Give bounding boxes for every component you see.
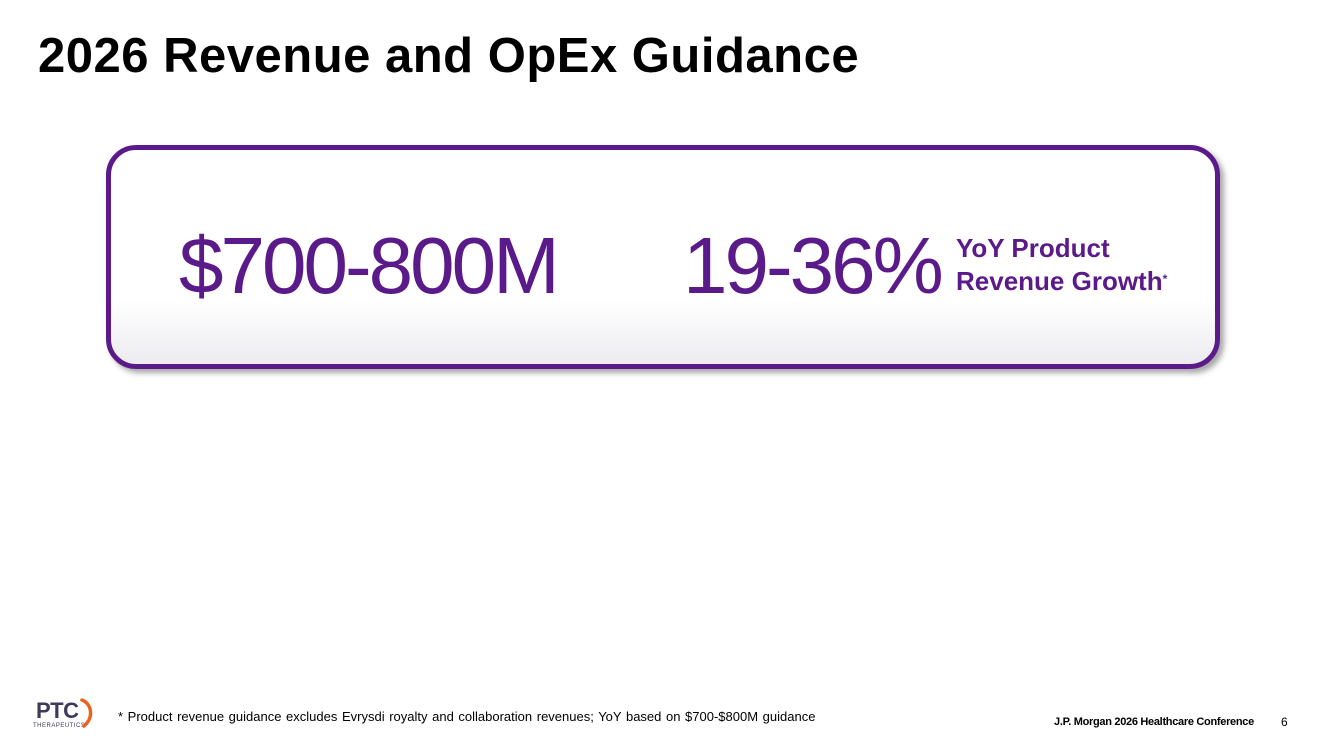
slide-title: 2026 Revenue and OpEx Guidance: [38, 29, 860, 83]
growth-label-line2-text: Revenue Growth: [956, 266, 1163, 296]
conference-name: J.P. Morgan 2026 Healthcare Conference: [1054, 716, 1254, 728]
company-logo: PTC THERAPEUTICS: [30, 698, 100, 734]
growth-label-line2: Revenue Growth*: [956, 265, 1167, 298]
growth-label: YoY Product Revenue Growth*: [956, 232, 1167, 298]
revenue-range: $700-800M: [179, 221, 560, 310]
footnote: * Product revenue guidance excludes Evry…: [118, 709, 816, 724]
page-number: 6: [1281, 715, 1288, 729]
growth-range: 19-36%: [683, 221, 944, 310]
growth-label-line1: YoY Product: [956, 233, 1110, 263]
logo-text: PTC: [36, 698, 79, 723]
logo-arc-icon: [80, 698, 93, 728]
footnote-marker: *: [1162, 272, 1168, 286]
guidance-box: $700-800M 19-36% YoY Product Revenue Gro…: [106, 145, 1220, 369]
logo-subtext: THERAPEUTICS: [33, 723, 86, 729]
